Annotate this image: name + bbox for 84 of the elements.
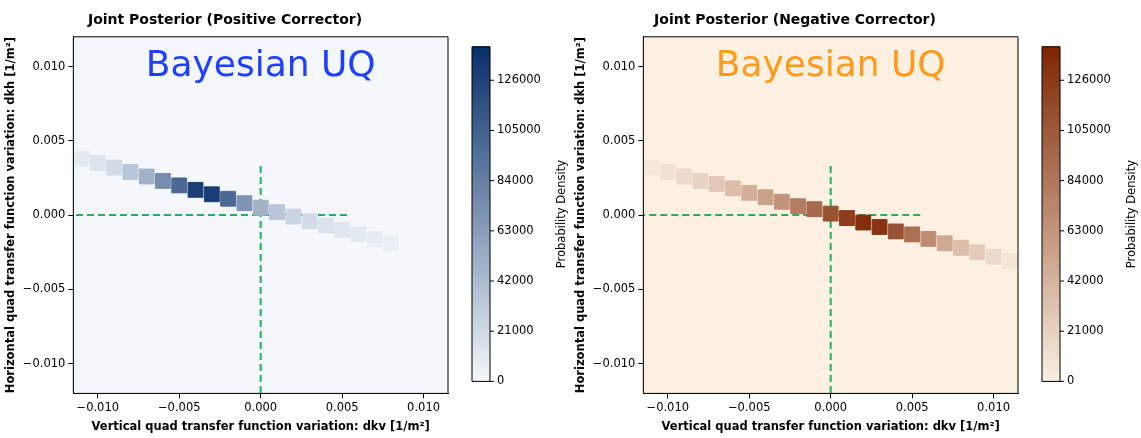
point [659, 164, 676, 180]
x-tick-label: 0.010 [407, 400, 441, 415]
color-bar-label: 84000 [497, 172, 534, 187]
point [855, 214, 872, 231]
point [643, 159, 660, 176]
color-bar-label: 21000 [497, 323, 534, 338]
color-bar-label: 84000 [1067, 172, 1104, 187]
y-tick-label: −0.005 [22, 281, 66, 296]
y-tick-label: 0.010 [602, 58, 636, 73]
point [887, 223, 904, 240]
x-tick-label: 0.010 [977, 400, 1011, 415]
color-bar-label: 0 [1067, 373, 1075, 388]
color-bar-label: 63000 [497, 222, 534, 237]
y-axis-title: Horizontal quad transfer function variation: dkh [1/m²] [572, 36, 587, 394]
point [301, 213, 318, 229]
point [334, 222, 351, 238]
point [138, 168, 155, 185]
point [741, 184, 758, 201]
x-tick-label: 0.005 [325, 400, 359, 415]
color-bar-label: 42000 [1067, 273, 1104, 287]
color-bar-label: 21000 [1067, 323, 1104, 338]
color-bar-label: 126000 [1067, 72, 1111, 87]
point [692, 173, 709, 189]
point [220, 190, 237, 207]
point [936, 235, 953, 252]
x-tick-label: −0.010 [646, 400, 690, 415]
point [236, 195, 253, 212]
color-bar-label: 63000 [1067, 222, 1104, 237]
annotation: Bayesian UQ [715, 43, 946, 85]
point [106, 159, 122, 176]
point [122, 164, 139, 180]
point [89, 155, 106, 172]
point [822, 205, 839, 222]
point [985, 248, 1002, 265]
y-tick-label: 0.005 [32, 132, 66, 147]
x-tick-label: −0.005 [157, 400, 201, 415]
color-bar-title: Probability Density [553, 159, 568, 269]
point [155, 173, 171, 189]
y-tick-label: 0.005 [602, 132, 636, 147]
point [904, 226, 921, 243]
y-tick-label: 0.010 [32, 58, 66, 73]
point [269, 204, 285, 221]
x-tick-label: 0.000 [814, 400, 848, 415]
point [969, 244, 986, 261]
x-axis-title: Vertical quad transfer function variation: dkv [1/m²] [91, 419, 430, 434]
x-tick-label: 0.005 [895, 400, 929, 415]
annotation: Bayesian UQ [145, 43, 376, 85]
point [317, 217, 334, 234]
color-bar-label: 105000 [497, 122, 541, 137]
x-tick-label: 0.000 [244, 400, 278, 415]
point [203, 186, 220, 203]
y-tick-label: 0.000 [602, 207, 636, 222]
point [73, 150, 90, 167]
point [725, 180, 741, 197]
point [676, 168, 692, 185]
x-tick-label: −0.005 [727, 400, 771, 415]
color-bar-label: 42000 [497, 273, 534, 287]
point [871, 219, 888, 235]
point [839, 210, 855, 226]
point [953, 239, 969, 256]
point [285, 208, 302, 225]
chart-title: Joint Posterior (Positive Corrector) [86, 11, 363, 28]
point [252, 199, 269, 216]
point [1001, 253, 1018, 270]
color-bar-label: 126000 [497, 72, 541, 87]
y-tick-label: 0.000 [32, 207, 66, 222]
point [757, 189, 774, 206]
y-tick-label: −0.010 [22, 355, 66, 370]
y-tick-label: −0.005 [592, 281, 636, 296]
y-axis-title: Horizontal quad transfer function variation: dkh [1/m²] [2, 36, 17, 394]
chart-title: Joint Posterior (Negative Corrector) [653, 11, 936, 28]
color-bar-label: 0 [497, 373, 505, 388]
point [187, 181, 204, 198]
x-axis-title: Vertical quad transfer function variation: dkv [1/m²] [661, 419, 1000, 434]
color-bar-title: Probability Density [1123, 159, 1138, 269]
point [790, 198, 807, 215]
y-tick-label: −0.010 [592, 355, 636, 370]
point [806, 201, 823, 218]
color-bar-label: 105000 [1067, 122, 1111, 137]
x-tick-label: −0.010 [76, 400, 120, 415]
point [920, 230, 937, 247]
point [708, 175, 725, 192]
point [171, 177, 188, 194]
point [773, 193, 790, 210]
